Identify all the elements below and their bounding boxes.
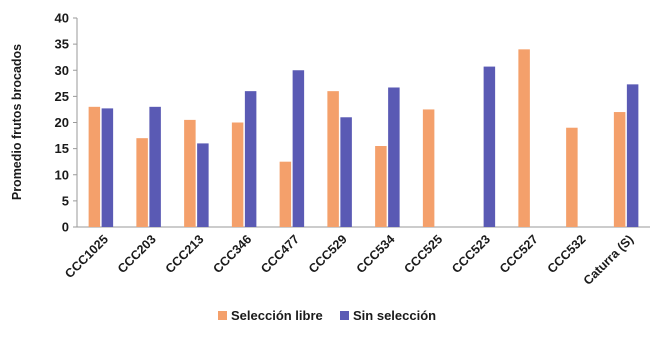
bar-seleccion-libre bbox=[136, 138, 148, 227]
x-tick-label: Caturra (S) bbox=[581, 232, 637, 288]
x-tick-label: CCC525 bbox=[401, 232, 445, 276]
bar-sin-seleccion bbox=[244, 91, 257, 228]
bar-seleccion-libre bbox=[279, 161, 292, 227]
y-tick-label: 15 bbox=[55, 141, 69, 156]
x-tick-label: CCC1025 bbox=[62, 232, 111, 281]
y-tick-label: 35 bbox=[55, 37, 69, 52]
x-tick-label: CCC534 bbox=[354, 232, 398, 276]
bar-seleccion-libre bbox=[327, 91, 339, 228]
bar-sin-seleccion bbox=[101, 108, 114, 227]
y-tick-label: 30 bbox=[55, 63, 69, 78]
x-tick-label: CCC203 bbox=[115, 232, 159, 276]
bar-sin-seleccion bbox=[388, 87, 400, 228]
x-tick-label: CCC523 bbox=[449, 232, 493, 276]
axes bbox=[73, 17, 650, 228]
y-tick-labels: 0 5 10 15 20 25 30 35 40 bbox=[55, 11, 69, 235]
y-tick-label: 10 bbox=[55, 167, 69, 182]
y-tick-label: 0 bbox=[62, 220, 69, 235]
legend-swatch bbox=[340, 311, 349, 320]
bars bbox=[88, 49, 639, 228]
bar-sin-seleccion bbox=[292, 70, 305, 227]
bar-sin-seleccion bbox=[149, 106, 161, 227]
legend: Selección libre Sin selección bbox=[218, 308, 436, 323]
x-tick-label: CCC213 bbox=[163, 232, 207, 276]
bar-seleccion-libre bbox=[518, 49, 530, 227]
bar-seleccion-libre bbox=[88, 106, 101, 227]
bar-sin-seleccion bbox=[340, 117, 352, 227]
y-tick-label: 40 bbox=[55, 11, 69, 26]
bar-sin-seleccion bbox=[626, 84, 639, 227]
y-tick-label: 5 bbox=[62, 193, 69, 208]
y-axis-title: Promedio frutos brocados bbox=[10, 44, 24, 200]
bar-seleccion-libre bbox=[375, 146, 387, 227]
x-tick-label: CCC532 bbox=[545, 232, 589, 276]
x-tick-label: CCC346 bbox=[210, 232, 254, 276]
y-tick-label: 20 bbox=[55, 115, 69, 130]
legend-label: Selección libre bbox=[231, 308, 323, 323]
legend-label: Sin selección bbox=[353, 308, 436, 323]
bar-seleccion-libre bbox=[613, 112, 626, 227]
x-tick-labels: CCC1025 CCC203 CCC213 CCC346 CCC477 CCC529 CCC… bbox=[62, 232, 636, 288]
x-tick-label: CCC529 bbox=[306, 232, 350, 276]
bar-seleccion-libre bbox=[231, 122, 244, 227]
bar-sin-seleccion bbox=[197, 143, 209, 227]
legend-swatch bbox=[218, 311, 227, 320]
x-tick-label: CCC477 bbox=[258, 232, 302, 276]
x-tick-label: CCC527 bbox=[497, 232, 541, 276]
bar-seleccion-libre bbox=[566, 127, 578, 227]
bar-seleccion-libre bbox=[184, 119, 196, 227]
y-tick-label: 25 bbox=[55, 89, 69, 104]
bar-sin-seleccion bbox=[483, 66, 496, 227]
bar-seleccion-libre bbox=[422, 109, 435, 227]
